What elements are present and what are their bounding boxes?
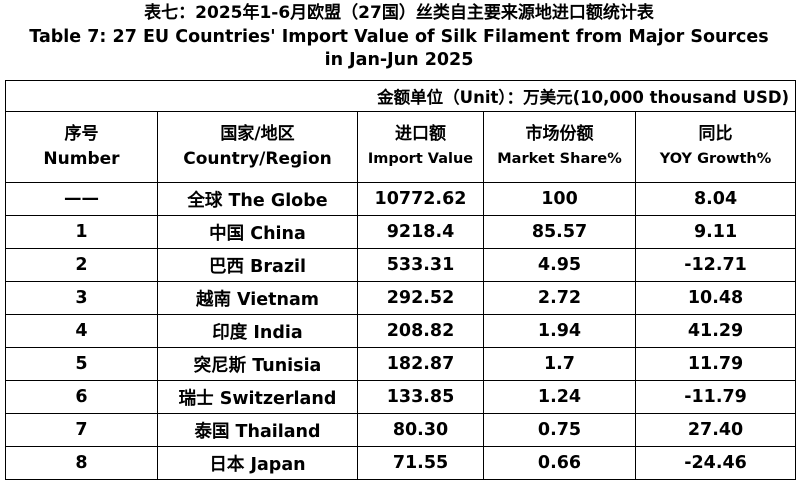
header-number: 序号 Number [5, 111, 158, 183]
cell-market-share: 1.7 [483, 347, 636, 381]
cell-country: 全球 The Globe [157, 182, 358, 216]
header-yoy-cn: 同比 [698, 124, 733, 144]
cell-number: 3 [5, 281, 158, 315]
unit-label: 金额单位（Unit）：万美元(10,000 thousand USD) [4, 80, 797, 112]
cell-market-share: 1.24 [483, 380, 636, 414]
cell-number: —— [5, 182, 158, 216]
table-title: 表七：2025年1-6月欧盟（27国）丝类自主要来源地进口额统计表 Table … [0, 0, 798, 71]
table-row: 8 日本 Japan 71.55 0.66 -24.46 [5, 446, 797, 480]
title-english-period: in Jan-Jun 2025 [324, 50, 474, 70]
cell-market-share: 0.66 [483, 446, 636, 480]
cell-yoy: 9.11 [634, 215, 797, 249]
cell-number: 6 [5, 380, 158, 414]
header-market-share-en: Market Share% [497, 151, 622, 167]
table-row: 6 瑞士 Switzerland 133.85 1.24 -11.79 [5, 380, 797, 414]
cell-country: 印度 India [157, 314, 358, 348]
header-country-en: Country/Region [183, 149, 332, 169]
table-row: 1 中国 China 9218.4 85.57 9.11 [5, 215, 797, 249]
cell-country: 中国 China [157, 215, 358, 249]
cell-number: 4 [5, 314, 158, 348]
cell-market-share: 0.75 [483, 413, 636, 447]
table-row: 5 突尼斯 Tunisia 182.87 1.7 11.79 [5, 347, 797, 381]
table-row: 7 泰国 Thailand 80.30 0.75 27.40 [5, 413, 797, 447]
cell-country: 越南 Vietnam [157, 281, 358, 315]
cell-country: 巴西 Brazil [157, 248, 358, 282]
cell-import-value: 9218.4 [357, 215, 484, 249]
cell-import-value: 71.55 [357, 446, 484, 480]
cell-market-share: 1.94 [483, 314, 636, 348]
header-yoy-en: YOY Growth% [659, 151, 772, 167]
cell-import-value: 208.82 [357, 314, 484, 348]
cell-market-share: 85.57 [483, 215, 636, 249]
header-country: 国家/地区 Country/Region [157, 111, 358, 183]
header-import-value-cn: 进口额 [395, 124, 446, 144]
cell-number: 2 [5, 248, 158, 282]
cell-country: 突尼斯 Tunisia [157, 347, 358, 381]
cell-country: 日本 Japan [157, 446, 358, 480]
cell-market-share: 100 [483, 182, 636, 216]
cell-number: 5 [5, 347, 158, 381]
import-table: 金额单位（Unit）：万美元(10,000 thousand USD) 序号 N… [4, 80, 797, 480]
header-country-cn: 国家/地区 [220, 124, 295, 144]
table-row: 2 巴西 Brazil 533.31 4.95 -12.71 [5, 248, 797, 282]
cell-yoy: -24.46 [634, 446, 797, 480]
header-market-share: 市场份额 Market Share% [483, 111, 636, 183]
header-import-value: 进口额 Import Value [357, 111, 484, 183]
title-chinese: 表七：2025年1-6月欧盟（27国）丝类自主要来源地进口额统计表 [144, 3, 654, 23]
cell-number: 8 [5, 446, 158, 480]
cell-yoy: 27.40 [634, 413, 797, 447]
cell-import-value: 10772.62 [357, 182, 484, 216]
header-import-value-en: Import Value [367, 151, 474, 167]
cell-yoy: -12.71 [634, 248, 797, 282]
table-row: —— 全球 The Globe 10772.62 100 8.04 [5, 182, 797, 216]
table-row: 3 越南 Vietnam 292.52 2.72 10.48 [5, 281, 797, 315]
header-row: 序号 Number 国家/地区 Country/Region 进口额 Impor… [5, 111, 797, 183]
header-number-en: Number [43, 149, 120, 169]
header-market-share-cn: 市场份额 [525, 124, 594, 144]
cell-market-share: 2.72 [483, 281, 636, 315]
cell-yoy: 8.04 [634, 182, 797, 216]
cell-country: 泰国 Thailand [157, 413, 358, 447]
cell-market-share: 4.95 [483, 248, 636, 282]
header-yoy: 同比 YOY Growth% [634, 111, 797, 183]
cell-import-value: 292.52 [357, 281, 484, 315]
cell-number: 1 [5, 215, 158, 249]
header-number-cn: 序号 [64, 124, 99, 144]
cell-import-value: 133.85 [357, 380, 484, 414]
cell-country: 瑞士 Switzerland [157, 380, 358, 414]
cell-import-value: 533.31 [357, 248, 484, 282]
cell-yoy: 41.29 [634, 314, 797, 348]
cell-yoy: 11.79 [634, 347, 797, 381]
title-english: Table 7: 27 EU Countries' Import Value o… [29, 27, 769, 47]
cell-import-value: 80.30 [357, 413, 484, 447]
cell-yoy: 10.48 [634, 281, 797, 315]
cell-yoy: -11.79 [634, 380, 797, 414]
cell-number: 7 [5, 413, 158, 447]
table-row: 4 印度 India 208.82 1.94 41.29 [5, 314, 797, 348]
cell-import-value: 182.87 [357, 347, 484, 381]
